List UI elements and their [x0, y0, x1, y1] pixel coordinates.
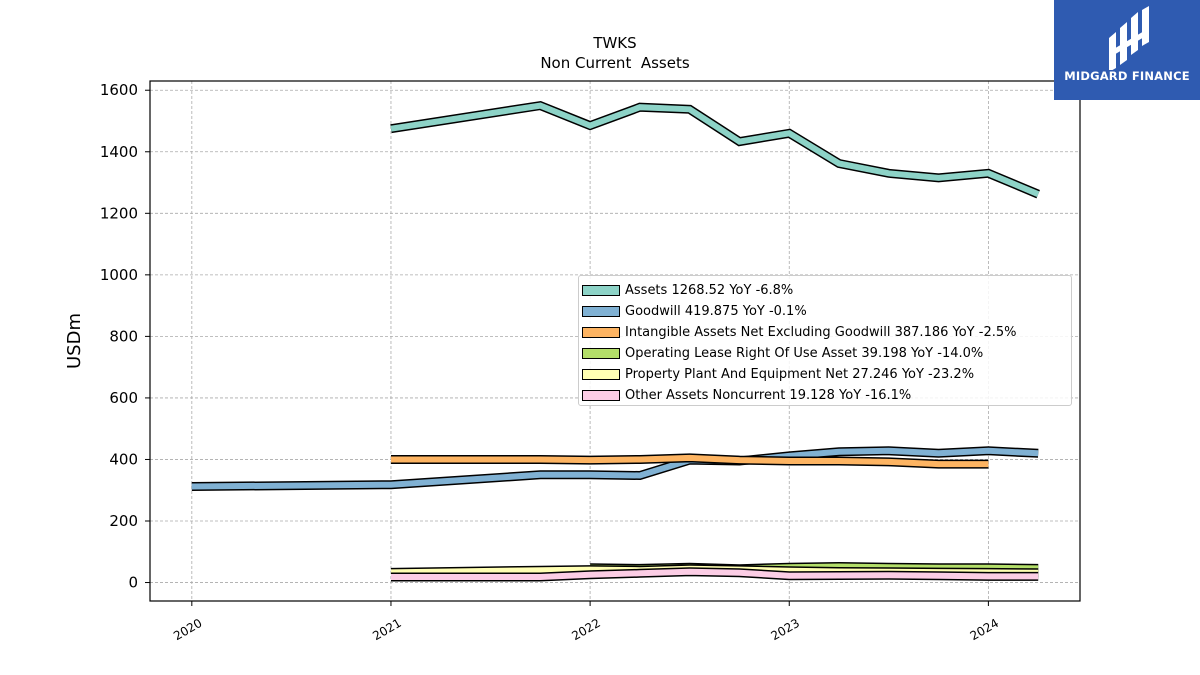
x-tick-label: 2021: [370, 616, 403, 643]
brand-logo: MIDGARD FINANCE: [1054, 0, 1200, 100]
chart-subtitle: Non Current Assets: [540, 54, 690, 72]
y-tick-label: 1000: [100, 266, 138, 284]
y-tick-label: 1600: [100, 81, 138, 99]
y-tick-label: 800: [109, 327, 138, 345]
series-layer: [191, 100, 1040, 582]
legend-item: Intangible Assets Net Excluding Goodwill…: [579, 322, 1071, 343]
chart-title: TWKS: [592, 34, 636, 52]
legend-swatch: [582, 327, 620, 338]
legend-swatch: [582, 285, 620, 296]
y-tick-label: 1200: [100, 204, 138, 222]
legend-label: Goodwill 419.875 YoY -0.1%: [625, 304, 807, 319]
logo-text: MIDGARD FINANCE: [1064, 69, 1190, 83]
series-line: [391, 454, 989, 468]
legend-label: Assets 1268.52 YoY -6.8%: [625, 283, 794, 298]
legend-label: Other Assets Noncurrent 19.128 YoY -16.1…: [625, 388, 912, 403]
y-tick-label: 0: [128, 574, 138, 592]
plot-frame: [149, 80, 1081, 602]
series-line-outline: [390, 100, 1040, 199]
legend-label: Property Plant And Equipment Net 27.246 …: [625, 367, 975, 382]
y-tick-label: 400: [109, 450, 138, 468]
legend-item: Property Plant And Equipment Net 27.246 …: [579, 364, 1071, 385]
legend-swatch: [582, 306, 620, 317]
series-line: [390, 102, 1040, 197]
legend-swatch: [582, 348, 620, 359]
legend-item: Goodwill 419.875 YoY -0.1%: [579, 301, 1071, 322]
x-tick-label: 2024: [968, 616, 1001, 643]
logo-mark-icon: [1109, 6, 1149, 70]
legend-swatch: [582, 369, 620, 380]
legend-label: Operating Lease Right Of Use Asset 39.19…: [625, 346, 984, 361]
legend-item: Assets 1268.52 YoY -6.8%: [579, 280, 1071, 301]
y-tick-label: 1400: [100, 143, 138, 161]
legend-item: Other Assets Noncurrent 19.128 YoY -16.1…: [579, 385, 1071, 406]
legend-label: Intangible Assets Net Excluding Goodwill…: [625, 325, 1017, 340]
legend-swatch: [582, 390, 620, 401]
y-tick-label: 200: [109, 512, 138, 530]
series-line: [391, 568, 1039, 580]
x-tick-label: 2020: [171, 616, 204, 643]
y-axis-label: USDm: [64, 313, 85, 369]
y-tick-label: 600: [109, 389, 138, 407]
x-tick-label: 2023: [769, 616, 802, 643]
x-tick-label: 2022: [569, 616, 602, 643]
legend-item: Operating Lease Right Of Use Asset 39.19…: [579, 343, 1071, 364]
legend: Assets 1268.52 YoY -6.8% Goodwill 419.875…: [578, 275, 1072, 406]
